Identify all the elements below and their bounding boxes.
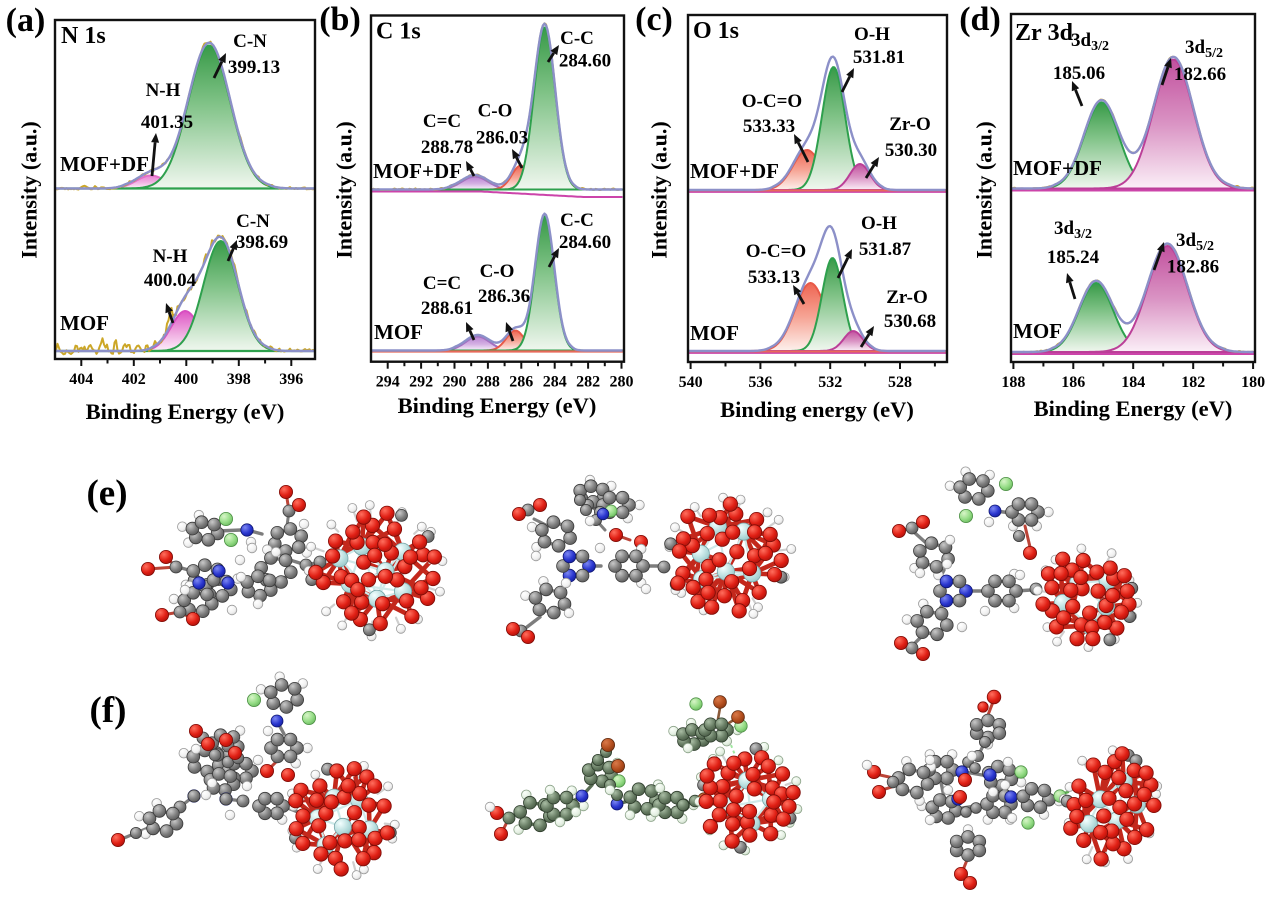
svg-text:N 1s: N 1s: [61, 23, 106, 49]
svg-text:Intensity (a.u.): Intensity (a.u.): [332, 121, 357, 259]
svg-text:398: 398: [227, 371, 251, 388]
svg-text:Intensity (a.u.): Intensity (a.u.): [647, 121, 672, 259]
svg-text:188: 188: [1001, 374, 1025, 391]
svg-text:Binding energy (eV): Binding energy (eV): [720, 397, 914, 422]
svg-text:C-O: C-O: [480, 261, 515, 282]
svg-text:286.36: 286.36: [478, 286, 530, 307]
svg-text:286: 286: [509, 374, 533, 391]
svg-text:398.69: 398.69: [236, 232, 288, 253]
svg-text:C 1s: C 1s: [376, 19, 421, 45]
svg-text:288.61: 288.61: [421, 298, 473, 319]
svg-text:533.13: 533.13: [748, 267, 800, 288]
svg-text:185.06: 185.06: [1053, 63, 1105, 84]
svg-text:MOF+DF: MOF+DF: [690, 159, 779, 183]
svg-text:Intensity (a.u.): Intensity (a.u.): [972, 121, 997, 259]
svg-text:180: 180: [1241, 374, 1265, 391]
svg-text:MOF+DF: MOF+DF: [60, 152, 149, 176]
svg-text:404: 404: [69, 371, 93, 388]
svg-text:Binding Energy (eV): Binding Energy (eV): [86, 399, 285, 424]
svg-text:MOF+DF: MOF+DF: [373, 159, 462, 183]
svg-text:182.66: 182.66: [1174, 64, 1226, 85]
svg-text:402: 402: [122, 371, 146, 388]
svg-text:184: 184: [1121, 374, 1145, 391]
svg-text:C=C: C=C: [423, 273, 461, 294]
svg-text:C-O: C-O: [478, 101, 513, 122]
svg-text:532: 532: [818, 374, 842, 391]
svg-text:O 1s: O 1s: [693, 18, 739, 44]
svg-text:N-H: N-H: [146, 80, 181, 101]
svg-text:530.30: 530.30: [885, 140, 937, 161]
svg-text:MOF: MOF: [60, 311, 109, 335]
svg-text:Binding Energy (eV): Binding Energy (eV): [1034, 396, 1233, 421]
svg-text:399.13: 399.13: [228, 57, 280, 78]
svg-text:528: 528: [888, 374, 912, 391]
svg-text:290: 290: [443, 374, 467, 391]
svg-text:(b): (b): [319, 1, 361, 38]
svg-text:182: 182: [1181, 374, 1205, 391]
svg-text:531.87: 531.87: [859, 239, 912, 260]
svg-text:284: 284: [543, 374, 567, 391]
svg-text:C-C: C-C: [560, 28, 594, 49]
svg-text:O-C=O: O-C=O: [742, 91, 802, 112]
svg-text:(f): (f): [90, 690, 127, 731]
svg-text:C-N: C-N: [233, 31, 267, 52]
svg-text:282: 282: [576, 374, 600, 391]
svg-text:186: 186: [1061, 374, 1085, 391]
svg-text:530.68: 530.68: [884, 311, 936, 332]
svg-text:MOF+DF: MOF+DF: [1013, 156, 1102, 180]
svg-text:C-N: C-N: [236, 211, 270, 232]
svg-text:400.04: 400.04: [144, 270, 197, 291]
svg-text:O-H: O-H: [861, 213, 897, 234]
svg-text:536: 536: [748, 374, 772, 391]
svg-text:284.60: 284.60: [559, 51, 611, 72]
svg-text:401.35: 401.35: [141, 112, 193, 133]
svg-text:540: 540: [679, 374, 703, 391]
svg-text:O-C=O: O-C=O: [746, 241, 806, 262]
svg-text:294: 294: [376, 374, 400, 391]
svg-text:400: 400: [174, 371, 198, 388]
svg-text:3d5/2: 3d5/2: [1176, 230, 1214, 254]
svg-text:286.03: 286.03: [476, 128, 528, 149]
svg-text:280: 280: [610, 374, 634, 391]
svg-text:533.33: 533.33: [743, 116, 795, 137]
svg-text:MOF: MOF: [690, 321, 739, 345]
svg-text:531.81: 531.81: [853, 47, 905, 68]
svg-text:(c): (c): [635, 1, 673, 38]
svg-text:292: 292: [409, 374, 433, 391]
svg-text:C-C: C-C: [560, 210, 594, 231]
svg-text:284.60: 284.60: [559, 232, 611, 253]
svg-text:Zr-O: Zr-O: [886, 287, 928, 308]
svg-text:Zr-O: Zr-O: [889, 114, 931, 135]
svg-text:(e): (e): [86, 473, 127, 514]
svg-text:396: 396: [279, 371, 303, 388]
svg-text:MOF: MOF: [374, 320, 423, 344]
svg-text:(a): (a): [6, 2, 46, 39]
svg-text:O-H: O-H: [854, 24, 890, 45]
svg-text:182.86: 182.86: [1167, 257, 1219, 278]
svg-text:288.78: 288.78: [421, 137, 473, 158]
svg-text:N-H: N-H: [153, 246, 188, 267]
svg-text:C=C: C=C: [423, 111, 461, 132]
svg-text:Intensity (a.u.): Intensity (a.u.): [17, 121, 42, 259]
svg-text:185.24: 185.24: [1047, 247, 1100, 268]
svg-text:(d): (d): [959, 1, 1001, 38]
svg-text:MOF: MOF: [1013, 319, 1062, 343]
svg-text:Zr 3d: Zr 3d: [1015, 20, 1074, 46]
svg-text:Binding Energy (eV): Binding Energy (eV): [398, 393, 597, 418]
svg-text:288: 288: [476, 374, 500, 391]
